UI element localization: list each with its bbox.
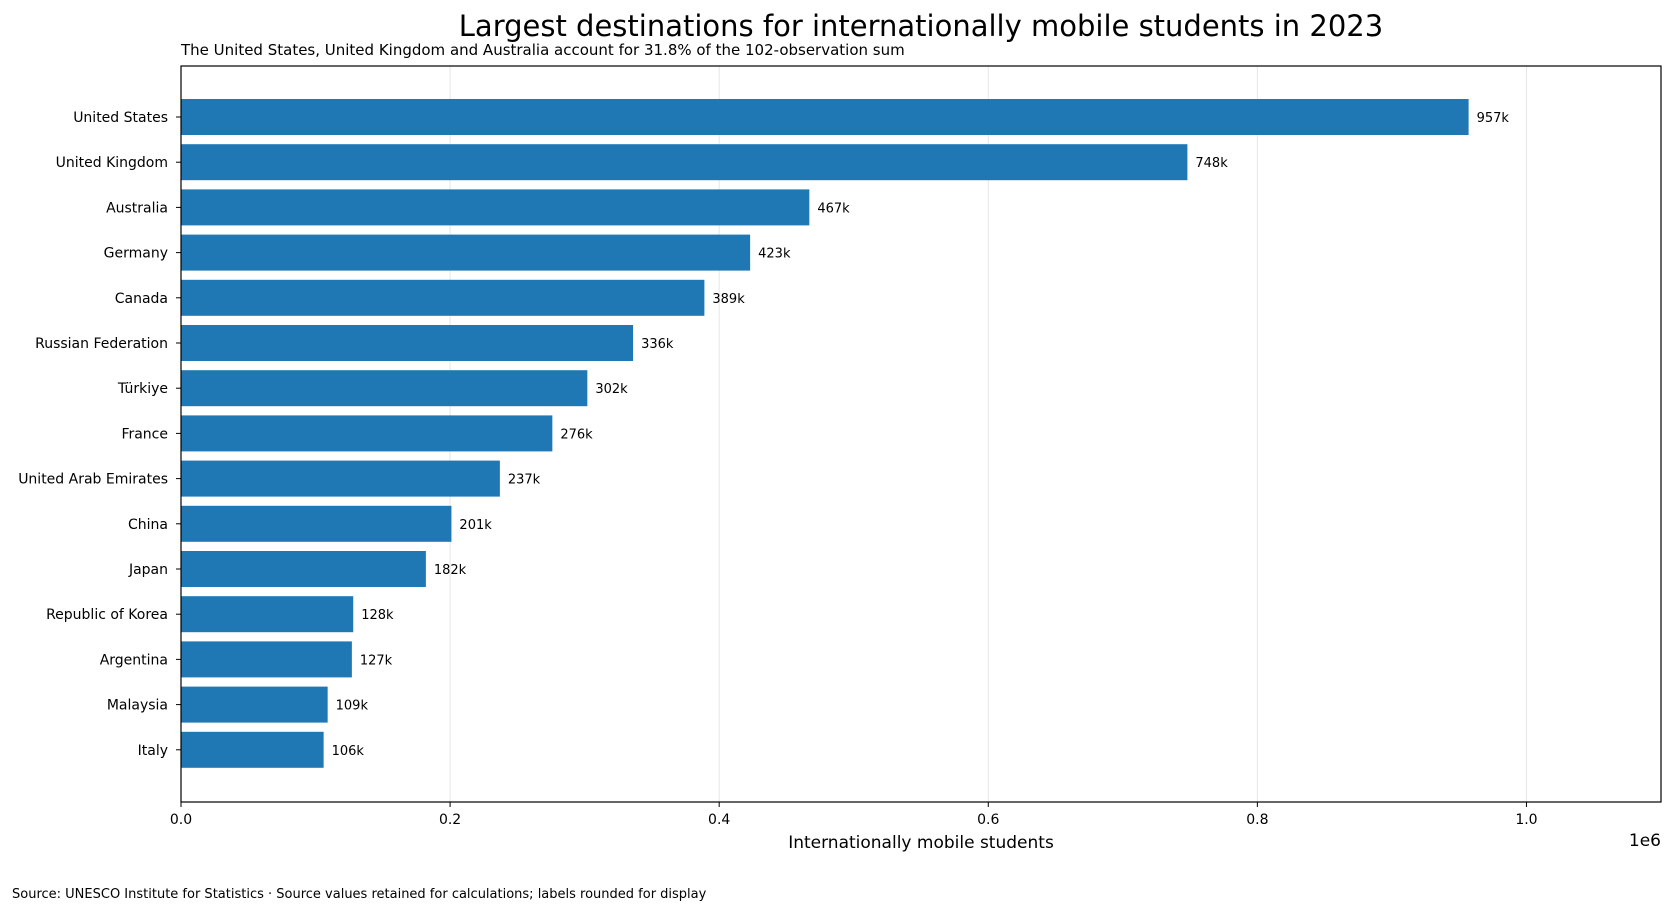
bar-value-label-12: 127k: [360, 653, 393, 668]
y-tick-label-5: Russian Federation: [35, 336, 168, 352]
x-tick-label-4: 0.8: [1246, 812, 1268, 828]
bar-5: [181, 325, 634, 361]
bar-value-label-7: 276k: [560, 427, 593, 442]
x-tick-label-0: 0.0: [170, 812, 192, 828]
bar-value-label-10: 182k: [434, 563, 467, 578]
chart-title: Largest destinations for internationally…: [459, 9, 1383, 43]
x-axis-ticks: 0.0 0.2 0.4 0.6 0.8 1.0: [170, 802, 1538, 828]
source-note: Source: UNESCO Institute for Statistics …: [12, 887, 707, 902]
y-axis-ticks: United States United Kingdom Australia Germ…: [18, 110, 181, 759]
y-tick-label-9: China: [128, 517, 168, 533]
grid-lines: [449, 66, 1527, 802]
bar-9: [181, 505, 452, 542]
bar-11: [181, 596, 354, 633]
bar-0: [181, 99, 1469, 135]
chart-subtitle: The United States, United Kingdom and Au…: [180, 41, 905, 59]
bar-3: [181, 234, 751, 271]
y-tick-label-10: Japan: [128, 562, 168, 578]
y-tick-label-7: France: [121, 426, 168, 442]
x-tick-label-2: 0.4: [708, 812, 730, 828]
bar-value-label-2: 467k: [817, 201, 850, 216]
bar-value-label-11: 128k: [361, 608, 394, 623]
bar-1: [181, 144, 1188, 181]
y-tick-label-8: United Arab Emirates: [18, 472, 168, 488]
x-axis-label: Internationally mobile students: [788, 833, 1054, 853]
bar-7: [181, 415, 553, 452]
plot-frame: [180, 65, 1662, 803]
bar-value-label-5: 336k: [641, 337, 674, 352]
bar-value-label-9: 201k: [459, 518, 492, 533]
bar-13: [181, 686, 328, 723]
y-tick-label-11: Republic of Korea: [46, 607, 168, 623]
x-tick-label-1: 0.2: [439, 812, 461, 828]
y-tick-label-14: Italy: [138, 743, 168, 759]
bar-value-label-8: 237k: [508, 473, 541, 488]
x-axis-offset-label: 1e6: [1629, 831, 1661, 851]
bar-value-label-14: 106k: [332, 744, 365, 759]
y-tick-label-12: Argentina: [100, 652, 168, 668]
bar-10: [181, 551, 426, 587]
x-tick-label-3: 0.6: [977, 812, 999, 828]
bar-value-label-13: 109k: [336, 699, 369, 714]
bar-value-label-0: 957k: [1477, 111, 1510, 126]
x-tick-label-5: 1.0: [1515, 812, 1537, 828]
bar-14: [181, 731, 324, 768]
bar-value-label-4: 389k: [712, 292, 745, 307]
bar-12: [181, 641, 352, 678]
bar-value-label-6: 302k: [595, 382, 628, 397]
y-tick-label-0: United States: [73, 110, 168, 126]
y-tick-label-1: United Kingdom: [56, 155, 168, 171]
bars: [181, 99, 1469, 768]
bar-2: [181, 189, 810, 226]
bar-value-label-1: 748k: [1195, 156, 1228, 171]
bar-value-label-3: 423k: [758, 247, 791, 262]
bar-6: [181, 370, 588, 407]
y-tick-label-4: Canada: [115, 291, 168, 307]
bar-4: [181, 279, 705, 316]
y-tick-label-2: Australia: [106, 200, 168, 216]
y-tick-label-13: Malaysia: [107, 698, 168, 714]
y-tick-label-6: Türkiye: [117, 381, 168, 397]
y-tick-label-3: Germany: [104, 246, 168, 262]
bar-8: [181, 460, 500, 497]
data-labels: 957k 748k 467k 423k 389k 336k 302k 276k 237k 201k…: [332, 111, 1510, 759]
